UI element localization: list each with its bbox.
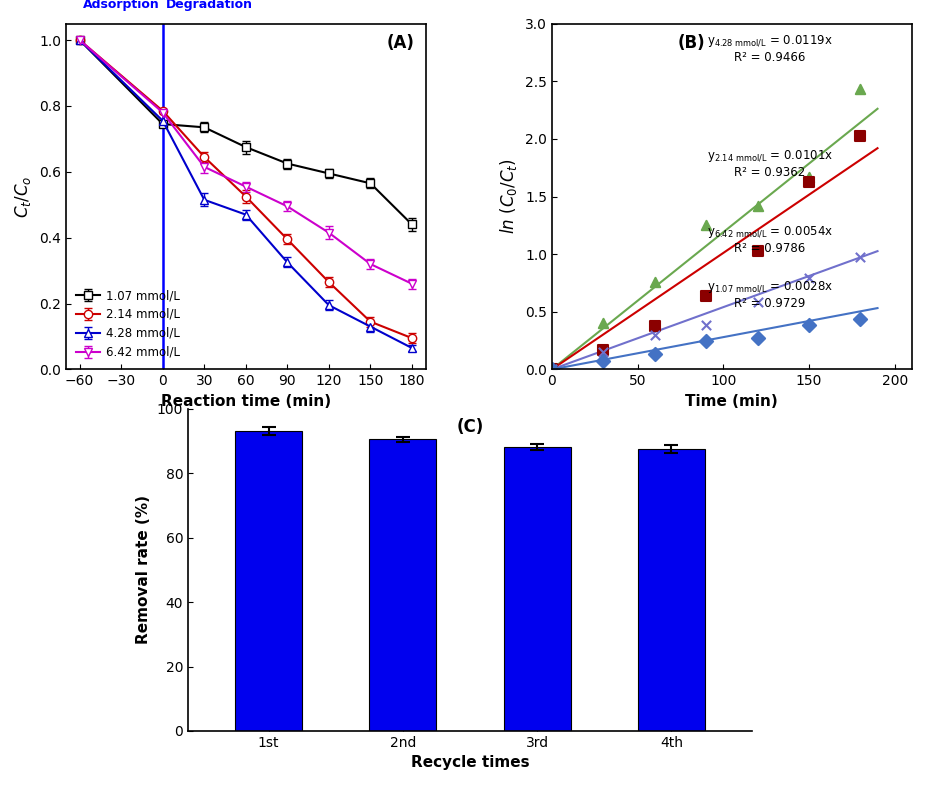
Point bbox=[698, 289, 713, 302]
Point bbox=[853, 83, 868, 96]
Point bbox=[853, 130, 868, 142]
Text: (A): (A) bbox=[387, 34, 415, 52]
Point bbox=[596, 317, 611, 329]
Point bbox=[802, 175, 817, 188]
Bar bbox=[638, 449, 705, 731]
Point bbox=[647, 320, 662, 332]
Point bbox=[544, 363, 559, 376]
Point bbox=[750, 200, 765, 212]
Y-axis label: Removal rate (%): Removal rate (%) bbox=[136, 495, 151, 645]
Point bbox=[750, 332, 765, 344]
Point bbox=[853, 312, 868, 325]
X-axis label: Time (min): Time (min) bbox=[685, 394, 778, 409]
Point bbox=[647, 347, 662, 360]
Text: (C): (C) bbox=[457, 418, 483, 436]
Text: y$_{6.42\ \mathregular{mmol/L}}$ = 0.0054x
R² = 0.9786: y$_{6.42\ \mathregular{mmol/L}}$ = 0.005… bbox=[707, 224, 833, 255]
Point bbox=[544, 363, 559, 376]
Bar bbox=[235, 432, 302, 731]
Point bbox=[698, 335, 713, 347]
Text: y$_{1.07\ \mathregular{mmol/L}}$ = 0.0028x
R² = 0.9729: y$_{1.07\ \mathregular{mmol/L}}$ = 0.002… bbox=[707, 280, 833, 310]
Point bbox=[698, 219, 713, 231]
Point bbox=[698, 319, 713, 332]
Point bbox=[596, 345, 611, 358]
Point bbox=[647, 276, 662, 288]
Point bbox=[802, 272, 817, 285]
Text: Adsorption: Adsorption bbox=[84, 0, 160, 12]
Point bbox=[544, 363, 559, 376]
Bar bbox=[504, 446, 571, 731]
Text: y$_{4.28\ \mathregular{mmol/L}}$ = 0.0119x
R² = 0.9466: y$_{4.28\ \mathregular{mmol/L}}$ = 0.011… bbox=[707, 34, 832, 64]
Text: y$_{2.14\ \mathregular{mmol/L}}$ = 0.0101x
R² = 0.9362: y$_{2.14\ \mathregular{mmol/L}}$ = 0.010… bbox=[707, 148, 833, 178]
Point bbox=[802, 319, 817, 332]
X-axis label: Recycle times: Recycle times bbox=[411, 755, 529, 770]
Point bbox=[596, 343, 611, 356]
Legend: 1.07 mmol/L, 2.14 mmol/L, 4.28 mmol/L, 6.42 mmol/L: 1.07 mmol/L, 2.14 mmol/L, 4.28 mmol/L, 6… bbox=[71, 285, 184, 363]
X-axis label: Reaction time (min): Reaction time (min) bbox=[161, 394, 331, 409]
Point bbox=[596, 355, 611, 368]
Text: (B): (B) bbox=[678, 34, 705, 52]
Point bbox=[647, 329, 662, 342]
Bar bbox=[369, 439, 436, 731]
Text: Degradation: Degradation bbox=[165, 0, 253, 12]
Point bbox=[750, 245, 765, 258]
Point bbox=[853, 251, 868, 263]
Y-axis label: $\mathit{ln\ (C_0/C_t)}$: $\mathit{ln\ (C_0/C_t)}$ bbox=[498, 159, 520, 234]
Y-axis label: $\mathit{C_t/C_o}$: $\mathit{C_t/C_o}$ bbox=[13, 175, 34, 218]
Point bbox=[802, 171, 817, 184]
Point bbox=[544, 363, 559, 376]
Point bbox=[750, 296, 765, 308]
